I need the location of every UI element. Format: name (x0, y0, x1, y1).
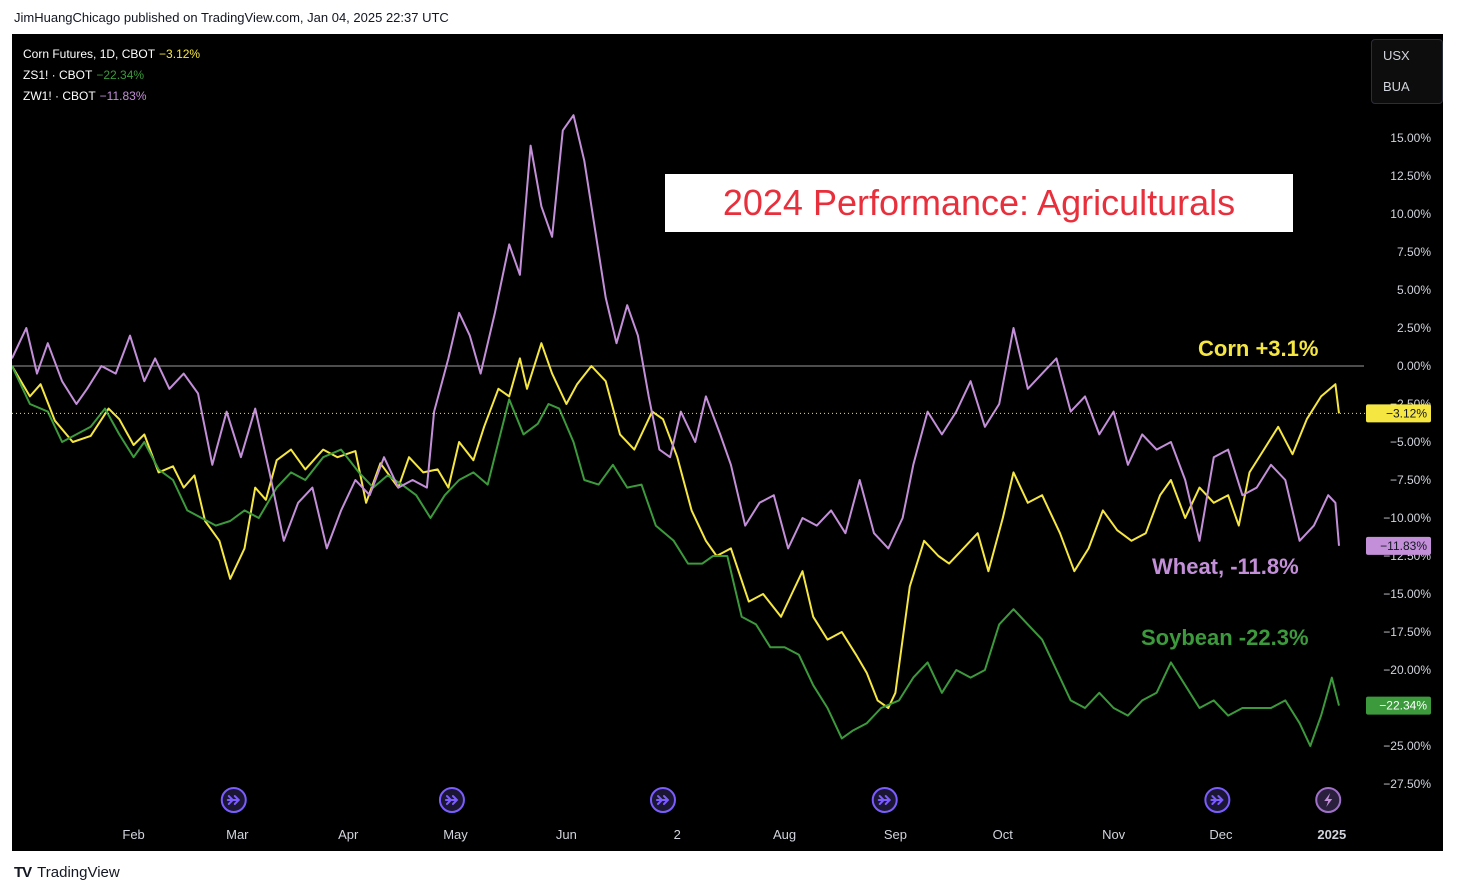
y-tick-label: −5.00% (1390, 435, 1431, 449)
y-tick-label: 7.50% (1397, 245, 1431, 259)
y-tick-label: −17.50% (1383, 625, 1431, 639)
forward-arrow-icon (877, 795, 892, 805)
legend-row-wheat[interactable]: ZW1! · CBOT −11.83% (23, 86, 200, 107)
legend-label: Corn Futures, 1D, CBOT (23, 47, 156, 61)
series-legend: Corn Futures, 1D, CBOT −3.12% ZS1! · CBOT… (23, 44, 200, 107)
x-tick-label: Oct (993, 827, 1014, 842)
publisher-line: JimHuangChicago published on TradingView… (14, 10, 449, 25)
y-tick-label: −15.00% (1383, 587, 1431, 601)
legend-row-corn[interactable]: Corn Futures, 1D, CBOT −3.12% (23, 44, 200, 65)
series-line-corn[interactable] (12, 342, 1340, 709)
x-tick-label: Nov (1102, 827, 1126, 842)
y-tick-label: −27.50% (1383, 777, 1431, 791)
x-tick-label: May (443, 827, 468, 842)
last-value-badge-wheat (1366, 536, 1431, 555)
annotation-soybean: Soybean -22.3% (1141, 625, 1309, 650)
x-tick-label: Mar (226, 827, 249, 842)
y-tick-label: 15.00% (1390, 131, 1431, 145)
y-tick-label: −7.50% (1390, 473, 1431, 487)
forward-arrow-icon (444, 795, 459, 805)
y-tick-label: −10.00% (1383, 511, 1431, 525)
annotation-wheat: Wheat, -11.8% (1152, 554, 1299, 579)
series-line-soybean[interactable] (12, 365, 1340, 747)
y-tick-label: 12.50% (1390, 169, 1431, 183)
last-value-label-wheat: −11.83% (1380, 539, 1427, 553)
forward-arrow-icon (655, 795, 670, 805)
legend-change: −11.83% (99, 89, 147, 103)
legend-change: −22.34% (96, 68, 145, 82)
unit-usx[interactable]: USX (1383, 48, 1410, 63)
series-line-wheat[interactable] (12, 114, 1340, 550)
legend-label: ZS1! · CBOT (23, 68, 93, 82)
x-tick-label: Aug (773, 827, 796, 842)
legend-label: ZW1! · CBOT (23, 89, 96, 103)
last-value-badge-soybean (1366, 696, 1431, 715)
y-tick-label: 2.50% (1397, 321, 1431, 335)
last-value-label-corn: −3.12% (1386, 406, 1427, 420)
chart-title: 2024 Performance: Agriculturals (665, 174, 1293, 232)
x-tick-label: Apr (338, 827, 359, 842)
annotation-corn: Corn +3.1% (1198, 336, 1319, 361)
forward-arrow-icon (226, 795, 241, 805)
x-tick-label: 2025 (1317, 827, 1346, 842)
legend-row-soybean[interactable]: ZS1! · CBOT −22.34% (23, 65, 200, 86)
y-tick-label: 10.00% (1390, 207, 1431, 221)
tradingview-wordmark: TradingView (37, 864, 120, 881)
tradingview-mark-icon: TV (14, 864, 32, 881)
price-chart[interactable]: 15.00% 12.50% 10.00% 7.50% 5.00% 2.50% 0.00% −2… (12, 34, 1443, 851)
last-value-badge-corn (1366, 404, 1431, 423)
y-tick-label: −20.00% (1383, 663, 1431, 677)
x-tick-label: Dec (1209, 827, 1233, 842)
y-tick-label: 0.00% (1397, 359, 1431, 373)
y-tick-label: 5.00% (1397, 283, 1431, 297)
x-tick-label: Jun (556, 827, 577, 842)
legend-change: −3.12% (159, 47, 201, 61)
forward-arrow-icon (1210, 795, 1224, 805)
x-tick-label: Sep (884, 827, 907, 842)
last-value-label-soybean: −22.34% (1379, 699, 1427, 713)
tradingview-logo[interactable]: TV TradingView (14, 864, 120, 881)
x-tick-label: Feb (122, 827, 144, 842)
lightning-icon (1324, 793, 1333, 807)
chart-area[interactable]: 15.00% 12.50% 10.00% 7.50% 5.00% 2.50% 0.00% −2… (12, 34, 1443, 851)
x-tick-label: 2 (674, 827, 681, 842)
unit-bua[interactable]: BUA (1383, 79, 1410, 94)
y-tick-label: −25.00% (1383, 739, 1431, 753)
unit-selector[interactable]: USX BUA (1371, 39, 1443, 104)
